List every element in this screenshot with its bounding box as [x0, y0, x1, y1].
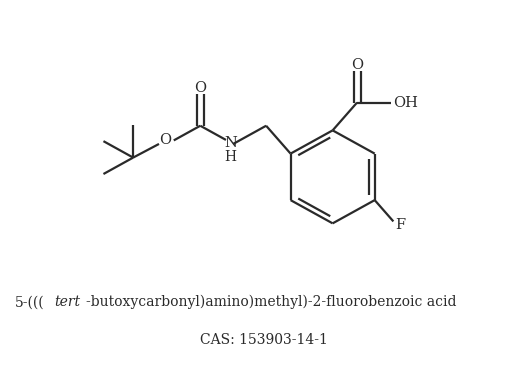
Text: O: O [159, 133, 172, 147]
Text: -butoxycarbonyl)amino)methyl)-2-fluorobenzoic acid: -butoxycarbonyl)amino)methyl)-2-fluorobe… [86, 295, 456, 309]
Text: N: N [224, 136, 237, 150]
Text: 5-(((: 5-((( [15, 295, 44, 309]
Text: H: H [224, 150, 237, 164]
Text: tert: tert [54, 295, 80, 309]
Text: OH: OH [393, 96, 418, 110]
Text: CAS: 153903-14-1: CAS: 153903-14-1 [200, 333, 328, 346]
Text: O: O [194, 81, 206, 95]
Text: O: O [351, 58, 363, 72]
Text: F: F [395, 218, 406, 232]
